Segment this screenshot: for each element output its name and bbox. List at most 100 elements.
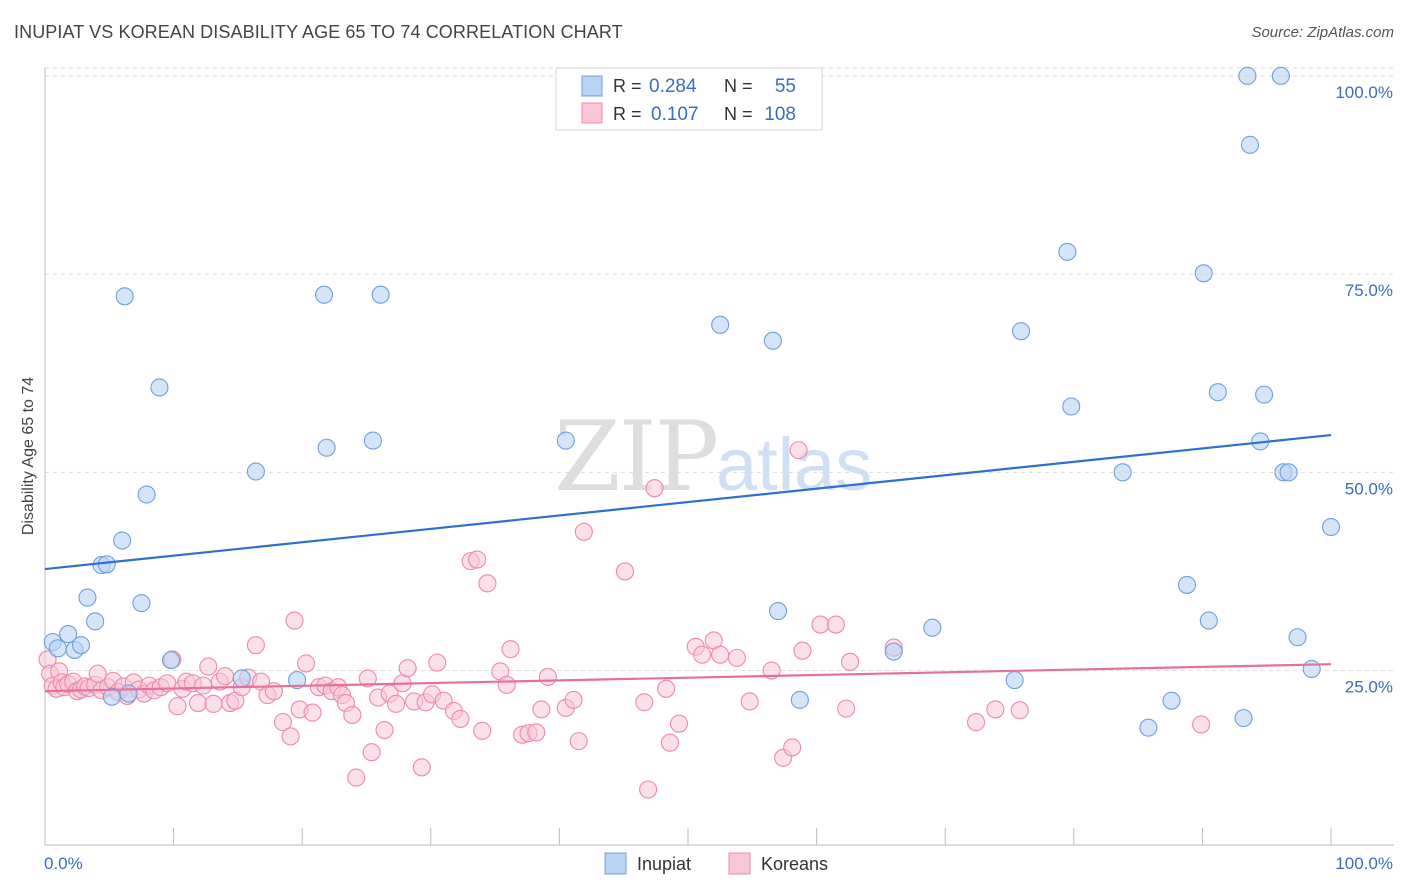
koreans-point <box>986 700 1005 719</box>
koreans-point <box>645 479 664 498</box>
y-tick-label: 25.0% <box>1345 678 1393 697</box>
source-credit: Source: ZipAtlas.com <box>1251 24 1394 41</box>
inupiat-point <box>1208 383 1227 402</box>
koreans-point <box>375 720 394 740</box>
inupiat-point <box>1279 463 1298 482</box>
inupiat-point <box>1238 66 1257 85</box>
inupiat-point <box>113 531 132 550</box>
koreans-point <box>740 692 759 711</box>
koreans-point <box>194 676 213 695</box>
inupiat-point <box>1271 66 1290 85</box>
koreans-point <box>532 700 551 719</box>
koreans-point <box>412 758 431 777</box>
trend-lines <box>44 433 1332 693</box>
koreans-point <box>967 713 986 732</box>
inupiat-point <box>790 690 809 709</box>
koreans-point <box>837 699 856 718</box>
inupiat-trend-line <box>44 433 1332 571</box>
koreans-point <box>473 721 492 740</box>
koreans-point <box>281 727 300 746</box>
inupiat-point <box>1255 385 1274 404</box>
legend-r-label: R = <box>613 104 642 124</box>
inupiat-point <box>1288 628 1307 647</box>
inupiat-point <box>137 485 156 504</box>
legend-r-label: R = <box>613 76 642 96</box>
koreans-point <box>497 675 516 694</box>
inupiat-point <box>371 285 390 304</box>
inupiat-point <box>1062 397 1081 416</box>
legend-r-value: 0.107 <box>651 104 699 125</box>
koreans-point <box>840 652 860 671</box>
inupiat-point <box>1012 322 1031 341</box>
watermark-atlas: atlas <box>716 423 872 506</box>
koreans-point <box>615 562 635 581</box>
inupiat-point <box>78 588 97 607</box>
legend-swatch-inupiat <box>581 75 603 97</box>
koreans-point <box>660 733 680 752</box>
legend-r-value: 0.284 <box>649 76 697 97</box>
koreans-point <box>398 659 417 678</box>
inupiat-point <box>48 639 67 658</box>
inupiat-point <box>1162 691 1181 710</box>
koreans-point <box>789 441 808 460</box>
koreans-trend-line <box>44 663 1332 693</box>
inupiat-point <box>1005 671 1024 690</box>
y-tick-label: 50.0% <box>1345 479 1393 498</box>
legend-swatch-koreans <box>581 102 603 124</box>
koreans-point <box>538 667 557 686</box>
watermark-zip: ZIP <box>554 401 717 513</box>
koreans-point <box>285 611 304 630</box>
koreans-point <box>826 615 845 634</box>
koreans-point <box>297 654 316 673</box>
legend-n-label: N = <box>724 104 753 124</box>
inupiat-point <box>119 684 138 703</box>
bottom-legend-label-inupiat: Inupiat <box>637 854 691 874</box>
legend-n-value: 108 <box>764 104 796 125</box>
koreans-point <box>199 657 218 676</box>
inupiat-point <box>232 669 251 688</box>
legend-n-value: 55 <box>775 76 796 97</box>
koreans-point <box>574 522 593 541</box>
inupiat-point <box>1113 463 1132 482</box>
koreans-point <box>569 732 588 751</box>
koreans-point <box>657 679 676 698</box>
inupiat-point <box>1194 264 1213 283</box>
inupiat-point <box>315 285 334 304</box>
koreans-point <box>273 713 292 732</box>
inupiat-point <box>317 438 336 457</box>
inupiat-point <box>86 612 105 631</box>
legend-box: R = 0.284 N = 55 R = 0.107 N = 108 <box>555 67 823 131</box>
inupiat-point <box>1234 709 1253 728</box>
bottom-legend-label-koreans: Koreans <box>761 854 828 874</box>
inupiat-point <box>363 431 382 450</box>
koreans-point <box>711 645 730 664</box>
inupiat-point <box>884 642 903 661</box>
koreans-point <box>501 640 520 659</box>
bottom-legend-swatch-inupiat <box>604 852 627 875</box>
koreans-point <box>204 694 223 713</box>
koreans-point <box>362 743 381 762</box>
inupiat-point <box>1321 517 1341 537</box>
koreans-point <box>347 768 366 787</box>
bottom-legend: Inupiat Koreans <box>604 852 828 875</box>
koreans-point <box>428 653 447 672</box>
inupiat-point <box>115 287 134 306</box>
koreans-point <box>1010 701 1029 720</box>
inupiat-point <box>1058 242 1077 261</box>
inupiat-point <box>1177 575 1197 594</box>
inupiat-points <box>43 66 1341 737</box>
koreans-point <box>358 669 377 688</box>
watermark: ZIP atlas <box>554 401 872 513</box>
koreans-point <box>303 703 322 722</box>
koreans-point <box>669 714 689 733</box>
koreans-point <box>1192 715 1211 734</box>
inupiat-point <box>763 331 782 350</box>
koreans-point <box>727 648 746 667</box>
chart-title: INUPIAT VS KOREAN DISABILITY AGE 65 TO 7… <box>14 22 623 42</box>
inupiat-point <box>711 315 730 334</box>
koreans-point <box>811 615 830 634</box>
koreans-point <box>246 636 265 655</box>
inupiat-point <box>1302 659 1321 679</box>
koreans-point <box>635 693 654 712</box>
